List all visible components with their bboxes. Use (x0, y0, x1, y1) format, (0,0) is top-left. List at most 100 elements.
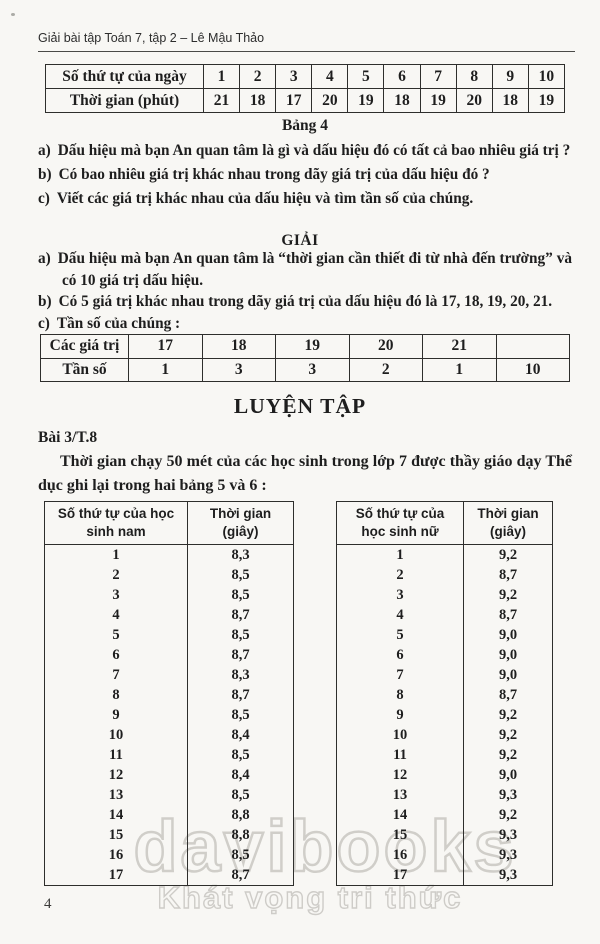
column-header: Thời gian (giây) (187, 501, 294, 545)
value-cell: 1 (44, 544, 188, 565)
value-cell: 8 (455, 64, 493, 89)
problem-item-c: c) Viết các giá trị khác nhau của dấu hiệ… (38, 187, 572, 211)
item-text: Có 5 giá trị khác nhau trong dãy giá trị… (58, 293, 553, 310)
value-cell: 10 (527, 64, 566, 89)
table-header-row: Số thứ tự của học sinh nam Thời gian (gi… (44, 501, 294, 545)
value-cell: 9,2 (498, 546, 518, 563)
value-cell: 8,5 (231, 706, 250, 723)
value-cell: 15 (44, 825, 188, 845)
value-cell: 19 (419, 88, 457, 113)
value-cell: 20 (455, 88, 493, 113)
value-cell: 11 (336, 745, 464, 765)
table-row: 3 8,5 (44, 585, 294, 605)
item-label: c) (38, 190, 50, 207)
value-cell: 9,2 (498, 706, 518, 723)
value-cell: 8,7 (231, 606, 250, 623)
item-text: Có bao nhiêu giá trị khác nhau trong dãy… (58, 166, 490, 183)
value-cell (495, 334, 570, 359)
table-row: Số thứ tự của ngày 1 2 3 4 5 6 7 8 9 10 (45, 64, 566, 89)
value-cell: 19 (527, 88, 566, 113)
value-cell: 4 (336, 605, 464, 625)
table-row: 3 9,2 (336, 585, 553, 605)
value-cell: 3 (336, 585, 464, 605)
item-text: Dấu hiệu mà bạn An quan tâm là “thời gia… (57, 250, 572, 289)
value-cell: 9 (336, 705, 464, 725)
value-cell: 8,7 (498, 686, 518, 703)
problem-item-b: b) Có bao nhiêu giá trị khác nhau trong d… (38, 163, 572, 187)
value-cell: 1 (202, 64, 241, 89)
table-row: 8 8,7 (44, 685, 294, 705)
value-cell: 18 (383, 88, 421, 113)
daily-times-table: Số thứ tự của ngày 1 2 3 4 5 6 7 8 9 10 Thời gian… (45, 64, 566, 113)
item-label: b) (38, 293, 52, 310)
value-cell: 17 (275, 88, 313, 113)
value-cell: 7 (44, 665, 188, 685)
value-cell: 5 (347, 64, 385, 89)
value-cell: 8,3 (231, 666, 250, 683)
table-row: 5 9,0 (336, 625, 553, 645)
value-cell: 9,0 (498, 766, 518, 783)
item-text: Viết các giá trị khác nhau của dấu hiệu … (56, 190, 474, 207)
value-cell: 7 (419, 64, 457, 89)
item-text: Dấu hiệu mà bạn An quan tâm là gì và dấu… (57, 142, 571, 159)
value-cell: 12 (44, 765, 188, 785)
value-cell: 9,3 (498, 866, 518, 883)
value-cell: 2 (348, 357, 423, 382)
solution-item-a: a) Dấu hiệu mà bạn An quan tâm là “thời g… (38, 248, 572, 291)
boys-run-times-table: Số thứ tự của học sinh nam Thời gian (gi… (44, 501, 294, 886)
value-cell: 13 (336, 785, 464, 805)
value-cell: 9,2 (498, 806, 518, 823)
value-cell: 8,7 (498, 606, 518, 623)
value-cell: 9 (491, 64, 529, 89)
value-cell: 8,5 (231, 626, 250, 643)
value-cell: 9,2 (498, 726, 518, 743)
value-cell: 17 (336, 865, 464, 886)
row-label: Tần số (40, 357, 129, 382)
value-cell: 15 (336, 825, 464, 845)
table-row: 14 8,8 (44, 805, 294, 825)
value-cell: 17 (128, 334, 203, 359)
column-header: Số thứ tự của học sinh nam (44, 501, 188, 545)
value-cell: 5 (44, 625, 188, 645)
value-cell: 3 (44, 585, 188, 605)
value-cell: 6 (44, 645, 188, 665)
value-cell: 9,0 (498, 626, 518, 643)
value-cell: 9,2 (498, 586, 518, 603)
table-row: 17 9,3 (336, 865, 553, 886)
value-cell: 6 (383, 64, 421, 89)
problem-item-a: a) Dấu hiệu mà bạn An quan tâm là gì và d… (38, 139, 572, 163)
value-cell: 9,3 (498, 826, 518, 843)
solution-heading: GIẢI (281, 232, 319, 249)
running-head: Giải bài tập Toán 7, tập 2 – Lê Mậu Thảo (38, 31, 575, 52)
value-cell: 9,0 (498, 646, 518, 663)
column-header: Số thứ tự của học sinh nữ (336, 501, 464, 545)
value-cell: 17 (44, 865, 188, 886)
page-number: 4 (44, 896, 52, 912)
value-cell: 8,7 (231, 686, 250, 703)
value-cell: 8,3 (231, 546, 250, 563)
table-row: Tần số 1 3 3 2 1 10 (40, 357, 570, 382)
value-cell: 21 (202, 88, 241, 113)
value-cell: 8 (336, 685, 464, 705)
value-cell: 8,8 (231, 806, 250, 823)
item-label: c) (38, 314, 50, 332)
value-cell: 20 (311, 88, 349, 113)
value-cell: 3 (275, 64, 313, 89)
value-cell: 3 (275, 357, 350, 382)
value-cell: 1 (336, 544, 464, 565)
value-cell: 8,4 (231, 766, 250, 783)
value-cell: 9,2 (498, 746, 518, 763)
frequency-table: Các giá trị 17 18 19 20 21 Tần số 1 3 3 2 1 10 (40, 334, 570, 382)
table-row: 7 8,3 (44, 665, 294, 685)
value-cell: 18 (201, 334, 276, 359)
table-row: 8 8,7 (336, 685, 553, 705)
value-cell: 8,5 (231, 746, 250, 763)
row-label: Thời gian (phút) (45, 88, 204, 113)
value-cell: 7 (336, 665, 464, 685)
value-cell: 21 (422, 334, 497, 359)
item-label: a) (38, 250, 51, 267)
value-cell: 4 (311, 64, 349, 89)
practice-heading: LUYỆN TẬP (233, 394, 367, 418)
table-caption: Bảng 4 (281, 117, 329, 134)
